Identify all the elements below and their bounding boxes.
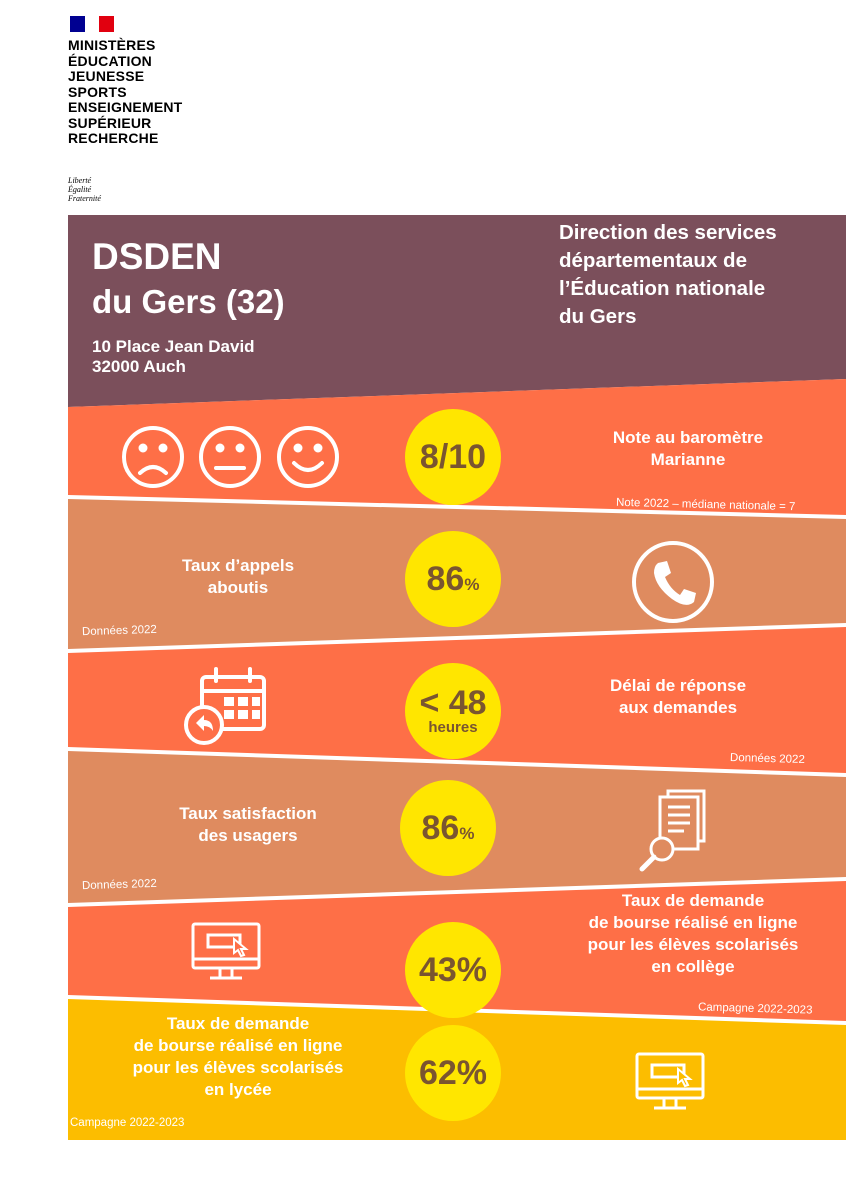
response-delay-circle: < 48 heures (405, 663, 501, 759)
calls-note: Données 2022 (81, 623, 157, 639)
label-line: des usagers (198, 826, 298, 845)
barometer-score: 8/10 (419, 438, 487, 476)
ministry-line: ÉDUCATION (68, 52, 152, 69)
label-line: Marianne (650, 450, 726, 469)
computer-icon (191, 922, 261, 980)
calendar-reply-icon (184, 667, 266, 745)
republic-motto: Liberté Égalité Fraternité (68, 176, 101, 203)
ministry-line: SUPÉRIEUR (68, 114, 152, 131)
label-line: en lycée (204, 1080, 272, 1099)
satisfaction-label: Taux satisfaction des usagers (128, 803, 368, 847)
satisfaction-rate-unit: % (459, 824, 475, 843)
satisfaction-rate-circle: 86% (400, 780, 496, 876)
college-rate-circle: 43% (405, 922, 501, 1018)
direction-line: l’Éducation nationale (559, 277, 766, 300)
ministry-line: RECHERCHE (68, 130, 159, 146)
document-search-icon (639, 789, 706, 872)
label-line: de bourse réalisé en ligne (588, 913, 798, 932)
flag-white (84, 16, 100, 32)
direction-title: Direction des services départementaux de… (559, 219, 846, 331)
response-delay: < 48 (419, 684, 487, 722)
label-line: pour les élèves scolarisés (132, 1058, 344, 1077)
ministry-line: ENSEIGNEMENT (68, 99, 183, 115)
college-rate: 43% (418, 951, 488, 989)
phone-icon (632, 541, 714, 623)
lycee-label: Taux de demande de bourse réalisé en lig… (88, 1013, 388, 1101)
french-flag-icon (70, 16, 115, 32)
label-line: Taux de demande (621, 891, 765, 910)
calls-rate: 86 (426, 560, 465, 598)
label-line: pour les élèves scolarisés (587, 935, 799, 954)
infographic: DSDEN du Gers (32) 10 Place Jean David 3… (68, 215, 846, 1140)
computer-icon (635, 1052, 705, 1110)
direction-line: du Gers (559, 305, 637, 328)
barometer-label: Note au baromètre Marianne (563, 427, 813, 471)
header-band (68, 215, 846, 407)
motto-line: Fraternité (68, 194, 101, 203)
satisfaction-note: Données 2022 (81, 877, 157, 893)
ministry-line: JEUNESSE (68, 68, 145, 84)
smiley-faces (122, 426, 339, 488)
page-subtitle: du Gers (32) (92, 283, 285, 320)
direction-line: Direction des services (559, 221, 777, 244)
label-line: en collège (651, 957, 735, 976)
college-label: Taux de demande de bourse réalisé en lig… (548, 890, 838, 978)
response-delay-note: Données 2022 (729, 751, 805, 767)
label-line: aboutis (207, 578, 269, 597)
address-line: 10 Place Jean David (92, 337, 255, 356)
label-line: de bourse réalisé en ligne (133, 1036, 343, 1055)
neutral-face-icon (199, 426, 261, 488)
label-line: Délai de réponse (609, 676, 747, 695)
flag-blue (70, 16, 85, 32)
address-line: 32000 Auch (92, 357, 186, 376)
happy-face-icon (277, 426, 339, 488)
motto-line: Liberté (68, 176, 92, 185)
satisfaction-rate: 86 (421, 809, 460, 847)
calls-label: Taux d’appels aboutis (128, 555, 348, 599)
ministry-line: SPORTS (68, 83, 127, 100)
response-delay-label: Délai de réponse aux demandes (553, 675, 803, 719)
calls-rate-unit: % (464, 575, 480, 594)
label-line: Taux d’appels (181, 556, 295, 575)
lycee-rate-circle: 62% (405, 1025, 501, 1121)
ministry-name: MINISTÈRES ÉDUCATION JEUNESSE SPORTS ENS… (68, 37, 183, 147)
ministry-logo: MINISTÈRES ÉDUCATION JEUNESSE SPORTS ENS… (68, 14, 268, 204)
lycee-note: Campagne 2022-2023 (70, 1117, 185, 1129)
label-line: Note au baromètre (612, 428, 764, 447)
address: 10 Place Jean David 32000 Auch (92, 337, 255, 377)
lycee-rate: 62% (418, 1054, 488, 1092)
ministry-line: MINISTÈRES (68, 37, 156, 53)
label-line: aux demandes (618, 698, 738, 717)
barometer-score-circle: 8/10 (405, 409, 501, 505)
sad-face-icon (122, 426, 184, 488)
calls-rate-circle: 86% (405, 531, 501, 627)
label-line: Taux satisfaction (179, 804, 317, 823)
response-delay-unit: heures (428, 719, 478, 736)
flag-red (99, 16, 115, 32)
motto-line: Égalité (68, 185, 92, 194)
direction-line: départementaux de (559, 249, 747, 272)
label-line: Taux de demande (166, 1014, 310, 1033)
page-title: DSDEN (92, 236, 222, 277)
